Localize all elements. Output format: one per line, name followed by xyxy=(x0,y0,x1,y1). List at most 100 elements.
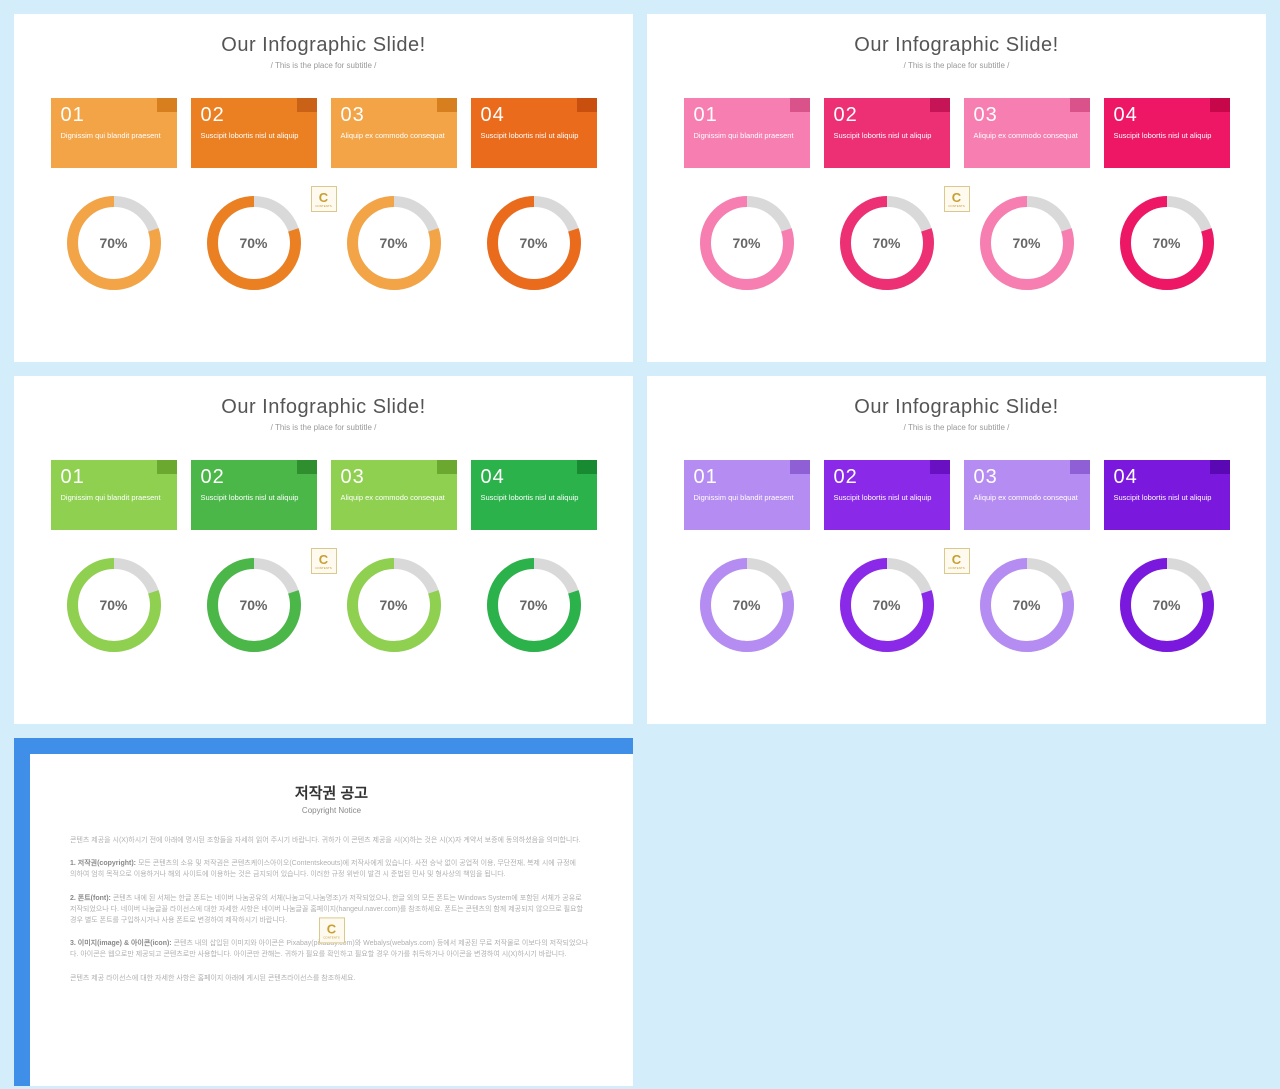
donut-chart: 70% xyxy=(67,558,161,652)
donut-label: 70% xyxy=(207,558,301,652)
donut-label: 70% xyxy=(1120,196,1214,290)
card-number: 02 xyxy=(201,466,307,489)
card-text: Aliquip ex commodo consequat xyxy=(341,131,447,141)
watermark-badge: CCONTENTS xyxy=(311,548,337,574)
card-fold xyxy=(1070,460,1090,474)
card-text: Suscipit lobortis nisl ut aliquip xyxy=(201,131,307,141)
card-text: Suscipit lobortis nisl ut aliquip xyxy=(201,493,307,503)
donut-chart: 70% xyxy=(1120,196,1214,290)
card-number: 03 xyxy=(974,104,1080,127)
watermark-sub: CONTENTS xyxy=(315,567,332,570)
info-card: 01Dignissim qui blandit praesent xyxy=(51,460,177,530)
donut-chart: 70% xyxy=(207,196,301,290)
card-fold xyxy=(930,98,950,112)
card-text: Suscipit lobortis nisl ut aliquip xyxy=(834,131,940,141)
watermark-sub: CONTENTS xyxy=(315,205,332,208)
card-number: 02 xyxy=(201,104,307,127)
card-number: 01 xyxy=(61,466,167,489)
slide-pink: Our Infographic Slide! / This is the plac… xyxy=(647,14,1266,362)
card-fold xyxy=(437,460,457,474)
card-text: Aliquip ex commodo consequat xyxy=(974,493,1080,503)
watermark-sub: CONTENTS xyxy=(948,205,965,208)
watermark-sub: CONTENTS xyxy=(948,567,965,570)
info-card: 01 Dignissim qui blandit praesent xyxy=(51,98,177,168)
copyright-body: 저작권 공고 Copyright Notice 콘텐츠 제공을 시(X)하시기 … xyxy=(30,754,633,1086)
info-card: 01 Dignissim qui blandit praesent xyxy=(684,98,810,168)
card-text: Aliquip ex commodo consequat xyxy=(341,493,447,503)
copyright-para: 1. 저작권(copyright): 모든 콘텐츠의 소유 및 저작권은 콘텐츠… xyxy=(70,858,593,880)
card-text: Suscipit lobortis nisl ut aliquip xyxy=(481,493,587,503)
card-number: 03 xyxy=(974,466,1080,489)
slide-subtitle: / This is the place for subtitle / xyxy=(904,423,1010,432)
slide-subtitle: / This is the place for subtitle / xyxy=(904,61,1010,70)
slide-purple: Our Infographic Slide! / This is the plac… xyxy=(647,376,1266,724)
slide-grid: Our Infographic Slide! / This is the plac… xyxy=(0,0,1280,1089)
card-number: 04 xyxy=(1114,104,1220,127)
cards-row: 01Dignissim qui blandit praesent02Suscip… xyxy=(684,460,1230,530)
empty-cell xyxy=(647,738,1266,1086)
watermark-badge: CCONTENTS xyxy=(311,186,337,212)
info-card: 04 Suscipit lobortis nisl ut aliquip xyxy=(1104,98,1230,168)
card-text: Suscipit lobortis nisl ut aliquip xyxy=(834,493,940,503)
copyright-para: 콘텐츠 제공을 시(X)하시기 전에 아래에 명시된 조항들을 자세히 읽어 주… xyxy=(70,835,593,846)
card-fold xyxy=(297,460,317,474)
card-number: 03 xyxy=(341,466,447,489)
donut-label: 70% xyxy=(347,558,441,652)
card-number: 02 xyxy=(834,104,940,127)
donut-chart: 70% xyxy=(67,196,161,290)
watermark-letter: C xyxy=(319,553,328,566)
card-text: Aliquip ex commodo consequat xyxy=(974,131,1080,141)
card-number: 01 xyxy=(694,104,800,127)
donut-chart: 70% xyxy=(347,196,441,290)
watermark-letter: C xyxy=(952,191,961,204)
info-card: 02 Suscipit lobortis nisl ut aliquip xyxy=(824,98,950,168)
watermark-letter: C xyxy=(319,191,328,204)
card-text: Dignissim qui blandit praesent xyxy=(694,131,800,141)
card-text: Dignissim qui blandit praesent xyxy=(61,131,167,141)
info-card: 02 Suscipit lobortis nisl ut aliquip xyxy=(191,98,317,168)
watermark-badge: CCONTENTS xyxy=(944,548,970,574)
watermark-badge: C CONTENTS xyxy=(319,917,345,943)
card-fold xyxy=(577,460,597,474)
slide-subtitle: / This is the place for subtitle / xyxy=(271,423,377,432)
slide-copyright: 저작권 공고 Copyright Notice 콘텐츠 제공을 시(X)하시기 … xyxy=(14,738,633,1086)
cards-row: 01 Dignissim qui blandit praesent 02 Suscip… xyxy=(51,98,597,168)
slide-title: Our Infographic Slide! xyxy=(854,396,1058,419)
card-number: 04 xyxy=(481,466,587,489)
info-card: 04Suscipit lobortis nisl ut aliquip xyxy=(471,98,597,168)
slide-subtitle: / This is the place for subtitle / xyxy=(271,61,377,70)
card-number: 04 xyxy=(481,104,587,127)
card-fold xyxy=(437,98,457,112)
watermark-letter: C xyxy=(327,922,336,935)
card-fold xyxy=(1210,460,1230,474)
donut-label: 70% xyxy=(1120,558,1214,652)
info-card: 04 Suscipit lobortis nisl ut aliquip xyxy=(471,460,597,530)
cards-row: 01 Dignissim qui blandit praesent 02 Suscip… xyxy=(684,98,1230,168)
card-number: 02 xyxy=(834,466,940,489)
info-card: 04Suscipit lobortis nisl ut aliquip xyxy=(1104,460,1230,530)
card-fold xyxy=(157,98,177,112)
donut-label: 70% xyxy=(487,558,581,652)
watermark-letter: C xyxy=(952,553,961,566)
info-card: 03 Aliquip ex commodo consequat xyxy=(964,460,1090,530)
donut-label: 70% xyxy=(840,196,934,290)
donut-chart: 70% xyxy=(840,558,934,652)
donut-label: 70% xyxy=(207,196,301,290)
slide-title: Our Infographic Slide! xyxy=(854,34,1058,57)
donut-chart: 70% xyxy=(347,558,441,652)
card-text: Suscipit lobortis nisl ut aliquip xyxy=(1114,493,1220,503)
card-fold xyxy=(1210,98,1230,112)
donut-chart: 70% xyxy=(840,196,934,290)
card-text: Suscipit lobortis nisl ut aliquip xyxy=(1114,131,1220,141)
copyright-para: 콘텐츠 제공 라이선스에 대한 자세한 사항은 홈페이지 아래에 게시된 콘텐츠… xyxy=(70,973,593,984)
donut-chart: 70% xyxy=(980,196,1074,290)
info-card: 03 Aliquip ex commodo consequat xyxy=(331,98,457,168)
donut-chart: 70% xyxy=(487,196,581,290)
donut-chart: 70% xyxy=(700,196,794,290)
donut-chart: 70% xyxy=(1120,558,1214,652)
donut-label: 70% xyxy=(700,558,794,652)
card-number: 01 xyxy=(61,104,167,127)
donut-label: 70% xyxy=(980,558,1074,652)
donut-label: 70% xyxy=(67,196,161,290)
card-number: 03 xyxy=(341,104,447,127)
